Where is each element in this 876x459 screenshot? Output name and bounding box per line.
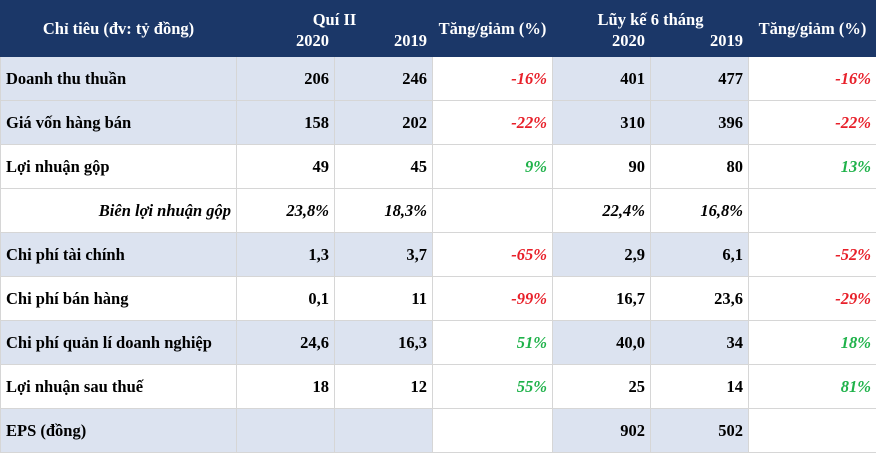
cell-ytd-change: -52% [748, 232, 876, 277]
table-row: Biên lợi nhuận gộp 23,8% 18,3% 22,4% 16,… [0, 188, 876, 233]
table-row: Chi phí quản lí doanh nghiệp 24,6 16,3 5… [0, 320, 876, 365]
row-label: Lợi nhuận gộp [0, 144, 237, 189]
cell-q2-change: -65% [432, 232, 553, 277]
cell-ytd-change: -22% [748, 100, 876, 145]
cell-q2-change: 51% [432, 320, 553, 365]
table-row: Chi phí bán hàng 0,1 11 -99% 16,7 23,6 -… [0, 276, 876, 321]
cell-q2-2019: 12 [334, 364, 433, 409]
cell-q2-2020: 158 [236, 100, 335, 145]
cell-q2-2019: 11 [334, 276, 433, 321]
cell-q2-2020: 49 [236, 144, 335, 189]
row-label: Giá vốn hàng bán [0, 100, 237, 145]
cell-q2-2020: 206 [236, 56, 335, 101]
cell-ytd-change: -16% [748, 56, 876, 101]
cell-ytd-2019: 477 [650, 56, 749, 101]
cell-q2-2019: 18,3% [334, 188, 433, 233]
header-q2-2019: 2019 [334, 30, 433, 57]
header-q2: Quí II [236, 0, 433, 31]
header-q2-2020: 2020 [236, 30, 335, 57]
cell-ytd-2019: 80 [650, 144, 749, 189]
cell-ytd-2020: 16,7 [552, 276, 651, 321]
cell-ytd-change: 18% [748, 320, 876, 365]
row-label: Chi phí quản lí doanh nghiệp [0, 320, 237, 365]
cell-ytd-change [748, 408, 876, 453]
cell-q2-2020: 18 [236, 364, 335, 409]
header-ytd-2019: 2019 [650, 30, 749, 57]
table-row: Giá vốn hàng bán 158 202 -22% 310 396 -2… [0, 100, 876, 145]
cell-q2-change: 9% [432, 144, 553, 189]
cell-q2-2020: 23,8% [236, 188, 335, 233]
cell-q2-change: -22% [432, 100, 553, 145]
cell-ytd-2019: 396 [650, 100, 749, 145]
row-label: Doanh thu thuần [0, 56, 237, 101]
cell-ytd-2019: 14 [650, 364, 749, 409]
cell-q2-2019: 16,3 [334, 320, 433, 365]
cell-q2-change: 55% [432, 364, 553, 409]
cell-ytd-2020: 22,4% [552, 188, 651, 233]
cell-ytd-2020: 401 [552, 56, 651, 101]
cell-q2-2020 [236, 408, 335, 453]
table-body: Doanh thu thuần 206 246 -16% 401 477 -16… [0, 56, 876, 453]
table-row: EPS (đồng) 902 502 [0, 408, 876, 453]
cell-ytd-2019: 23,6 [650, 276, 749, 321]
header-ytd: Lũy kế 6 tháng [552, 0, 749, 31]
cell-q2-change: -16% [432, 56, 553, 101]
cell-q2-2019: 45 [334, 144, 433, 189]
cell-q2-2019: 246 [334, 56, 433, 101]
cell-ytd-2019: 502 [650, 408, 749, 453]
cell-q2-change: -99% [432, 276, 553, 321]
cell-ytd-2019: 16,8% [650, 188, 749, 233]
row-label: Chi phí tài chính [0, 232, 237, 277]
cell-ytd-2020: 2,9 [552, 232, 651, 277]
cell-ytd-change: -29% [748, 276, 876, 321]
cell-ytd-2020: 90 [552, 144, 651, 189]
cell-q2-2019 [334, 408, 433, 453]
cell-ytd-change: 81% [748, 364, 876, 409]
cell-q2-2019: 202 [334, 100, 433, 145]
cell-q2-change [432, 188, 553, 233]
cell-q2-2019: 3,7 [334, 232, 433, 277]
row-label: Chi phí bán hàng [0, 276, 237, 321]
header-indicator: Chỉ tiêu (đv: tỷ đồng) [0, 0, 237, 57]
table-row: Lợi nhuận sau thuế 18 12 55% 25 14 81% [0, 364, 876, 409]
header-ytd-change: Tăng/giảm (%) [748, 0, 876, 57]
cell-ytd-2020: 902 [552, 408, 651, 453]
cell-ytd-2020: 310 [552, 100, 651, 145]
cell-ytd-2019: 34 [650, 320, 749, 365]
row-label: Biên lợi nhuận gộp [0, 188, 237, 233]
header-ytd-2020: 2020 [552, 30, 651, 57]
row-label: EPS (đồng) [0, 408, 237, 453]
cell-q2-2020: 24,6 [236, 320, 335, 365]
cell-ytd-2020: 25 [552, 364, 651, 409]
cell-q2-2020: 1,3 [236, 232, 335, 277]
cell-q2-change [432, 408, 553, 453]
cell-ytd-2019: 6,1 [650, 232, 749, 277]
table-row: Doanh thu thuần 206 246 -16% 401 477 -16… [0, 56, 876, 101]
row-label: Lợi nhuận sau thuế [0, 364, 237, 409]
table-row: Lợi nhuận gộp 49 45 9% 90 80 13% [0, 144, 876, 189]
cell-ytd-change: 13% [748, 144, 876, 189]
table-header: Chỉ tiêu (đv: tỷ đồng) Quí II Tăng/giảm … [0, 0, 876, 57]
cell-ytd-2020: 40,0 [552, 320, 651, 365]
cell-ytd-change [748, 188, 876, 233]
header-q2-change: Tăng/giảm (%) [432, 0, 553, 57]
cell-q2-2020: 0,1 [236, 276, 335, 321]
table-row: Chi phí tài chính 1,3 3,7 -65% 2,9 6,1 -… [0, 232, 876, 277]
